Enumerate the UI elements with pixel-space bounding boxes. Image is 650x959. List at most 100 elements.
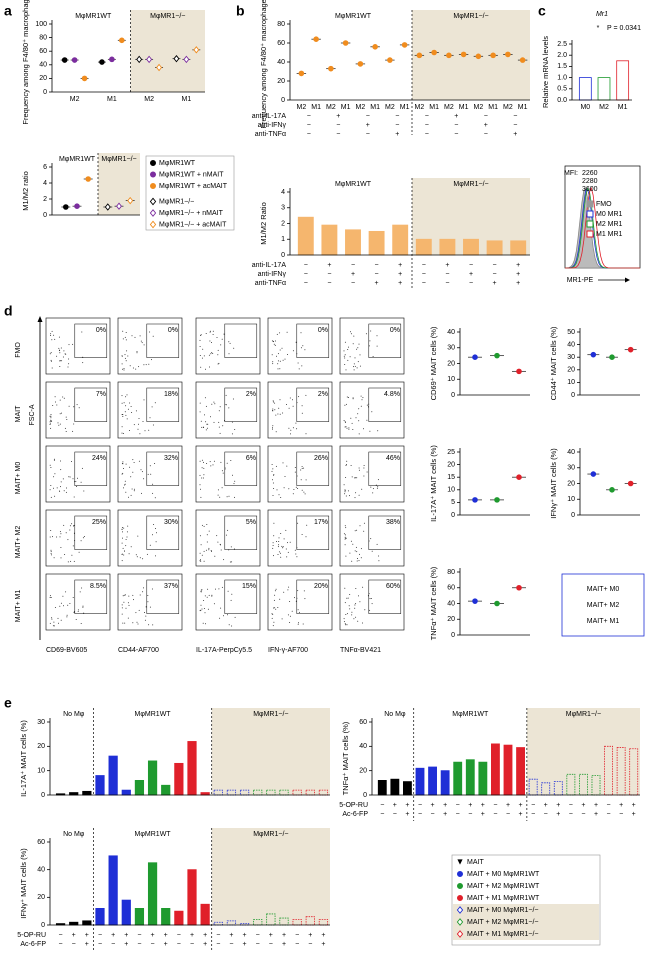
event-dot — [351, 560, 353, 562]
y-tick-label: 80 — [277, 21, 285, 28]
marker — [149, 171, 156, 178]
y-tick-label: 3 — [281, 205, 285, 212]
y-axis-label: FSC-A — [29, 404, 36, 425]
event-dot — [279, 413, 281, 415]
event-dot — [50, 352, 52, 354]
event-dot — [345, 403, 347, 405]
gate — [224, 387, 258, 422]
event-dot — [138, 366, 140, 368]
sign: − — [380, 811, 384, 818]
event-dot — [60, 602, 62, 604]
event-dot — [284, 476, 286, 477]
event-dot — [344, 536, 346, 538]
event-dot — [350, 465, 352, 466]
plot-frame — [339, 573, 405, 631]
x-tick-label: M1 — [341, 104, 351, 111]
event-dot — [206, 427, 208, 429]
event-dot — [138, 423, 139, 425]
event-dot — [81, 331, 83, 333]
event-dot — [121, 363, 123, 365]
event-dot — [137, 428, 139, 430]
legend-label: MAIT + M1 MφMR1−/− — [467, 931, 539, 938]
event-dot — [66, 614, 68, 616]
event-dot — [287, 551, 289, 553]
event-dot — [207, 608, 209, 610]
sign: − — [418, 802, 422, 809]
event-dot — [206, 596, 208, 598]
event-dot — [154, 463, 156, 464]
event-dot — [211, 342, 212, 343]
event-dot — [64, 427, 66, 429]
event-dot — [377, 430, 379, 432]
gate-percent: 26% — [314, 455, 328, 462]
event-dot — [348, 428, 350, 430]
event-dot — [361, 399, 363, 401]
marker — [372, 43, 378, 50]
sign: + — [327, 262, 331, 269]
event-dot — [364, 609, 366, 611]
event-dot — [49, 415, 51, 417]
event-dot — [65, 491, 67, 493]
event-dot — [124, 594, 126, 596]
event-dot — [145, 606, 147, 608]
group-label: MφMR1WT — [335, 181, 372, 188]
event-dot — [346, 597, 348, 599]
event-dot — [205, 368, 206, 370]
sign: − — [469, 280, 473, 287]
event-dot — [232, 474, 233, 476]
event-dot — [231, 625, 233, 627]
row-label: MAIT+ M0 — [15, 462, 22, 495]
event-dot — [303, 590, 305, 592]
y-tick-label: 1 — [281, 236, 285, 243]
event-dot — [220, 461, 222, 463]
sign: − — [395, 113, 399, 120]
y-tick-label: 0.0 — [557, 97, 567, 104]
y-axis-label: TNFα⁺ MAIT cells (%) — [429, 566, 438, 640]
group-label: MφMR1−/− — [253, 711, 288, 718]
event-dot — [122, 547, 124, 549]
event-dot — [71, 523, 73, 525]
event-dot — [199, 411, 201, 413]
event-dot — [199, 460, 201, 462]
event-dot — [304, 349, 306, 351]
event-dot — [305, 536, 307, 538]
sign: + — [190, 932, 194, 939]
event-dot — [60, 469, 62, 471]
gate — [368, 387, 402, 422]
event-dot — [53, 334, 55, 336]
marker — [609, 354, 615, 361]
event-dot — [203, 608, 205, 609]
sign-row-label: 5-OP-RU — [339, 802, 368, 809]
event-dot — [152, 424, 154, 426]
bar — [318, 789, 329, 796]
event-dot — [271, 340, 273, 342]
event-dot — [359, 601, 361, 603]
event-dot — [121, 560, 123, 562]
bar — [69, 921, 79, 926]
gate-percent: 37% — [164, 583, 178, 590]
marker — [313, 36, 319, 42]
sign: + — [164, 932, 168, 939]
group-label: No Mφ — [384, 711, 406, 718]
event-dot — [50, 549, 52, 551]
event-dot — [234, 480, 236, 482]
y-axis-label: Relative mRNA levels — [541, 36, 550, 108]
legend-label: MφMR1WT — [159, 160, 196, 167]
sign: − — [177, 941, 181, 948]
event-dot — [303, 467, 305, 469]
gate — [146, 323, 180, 358]
marker — [127, 196, 134, 205]
panel-label: e — [4, 695, 12, 711]
bar — [187, 741, 197, 796]
event-dot — [58, 350, 60, 352]
bar — [597, 77, 611, 101]
sign: − — [59, 941, 63, 948]
event-dot — [277, 353, 279, 355]
column-label: TNFα-BV421 — [340, 647, 381, 654]
event-dot — [80, 540, 82, 542]
event-dot — [216, 337, 218, 338]
event-dot — [280, 552, 281, 554]
event-dot — [228, 495, 230, 497]
event-dot — [211, 595, 213, 597]
y-tick-label: 10 — [567, 379, 575, 386]
